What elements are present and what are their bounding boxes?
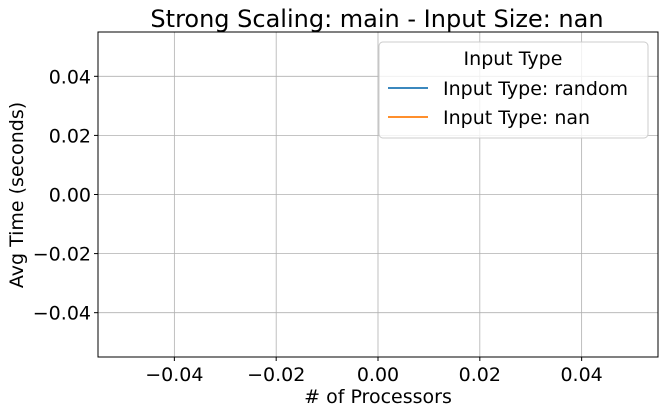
y-tick-label: 0.04 (49, 66, 91, 88)
x-tick-label: 0.02 (459, 364, 501, 386)
chart-title: Strong Scaling: main - Input Size: nan (150, 5, 603, 33)
y-tick-label: −0.04 (33, 303, 91, 325)
x-tick-label: −0.04 (145, 364, 203, 386)
y-axis-label: Avg Time (seconds) (6, 102, 28, 288)
legend-box (378, 41, 649, 139)
legend-entries: Input Type: random Input Type: nan (388, 78, 628, 129)
y-axis-ticks: −0.04 −0.02 0.00 0.02 0.04 (33, 66, 98, 325)
x-tick-label: 0.00 (357, 364, 399, 386)
y-tick-label: 0.02 (49, 125, 91, 147)
x-axis-label: # of Processors (304, 386, 452, 408)
x-tick-label: 0.04 (560, 364, 602, 386)
legend-title: Input Type (464, 48, 563, 70)
y-tick-label: 0.00 (49, 185, 91, 207)
legend-entry-label: Input Type: nan (443, 107, 590, 129)
x-tick-label: −0.02 (247, 364, 305, 386)
y-tick-label: −0.02 (33, 244, 91, 266)
x-axis-ticks: −0.04 −0.02 0.00 0.02 0.04 (145, 357, 603, 386)
legend-entry-label: Input Type: random (443, 78, 628, 100)
